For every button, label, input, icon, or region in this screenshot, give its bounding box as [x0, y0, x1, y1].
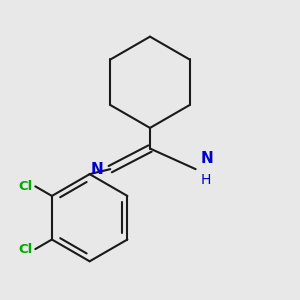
- Text: H: H: [201, 173, 211, 187]
- Text: N: N: [91, 162, 104, 177]
- Text: Cl: Cl: [19, 243, 33, 256]
- Text: N: N: [201, 151, 214, 166]
- Text: Cl: Cl: [19, 180, 33, 193]
